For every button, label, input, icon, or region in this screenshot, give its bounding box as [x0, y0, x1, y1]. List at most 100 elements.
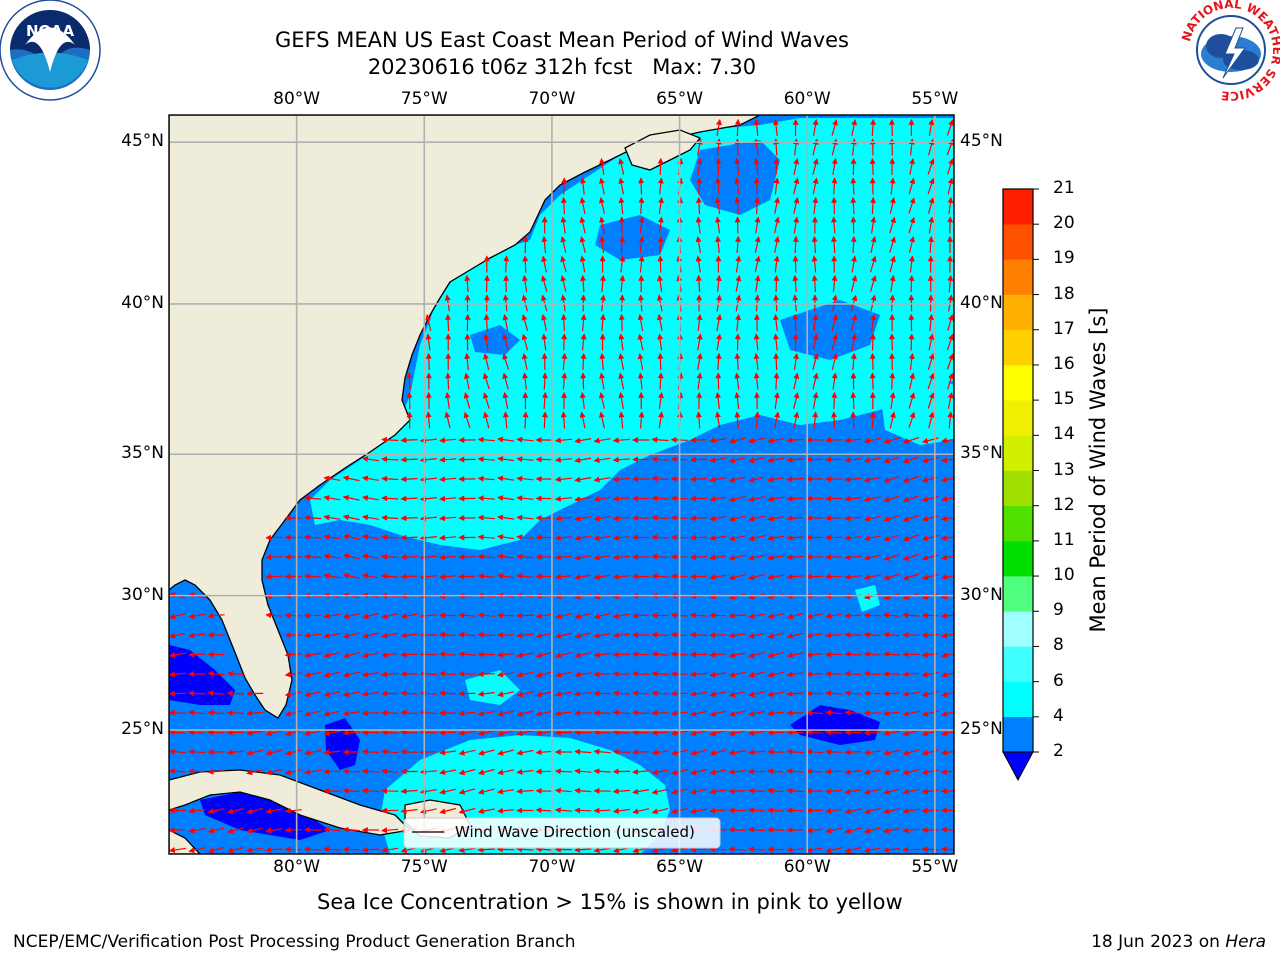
wind-wave-arrow: [342, 671, 360, 678]
wind-wave-arrow: [908, 274, 915, 293]
wind-wave-arrow: [753, 333, 760, 351]
wind-wave-arrow: [574, 632, 592, 639]
wind-wave-arrow: [728, 768, 746, 775]
wind-wave-arrow: [226, 847, 244, 854]
wind-wave-arrow: [574, 671, 592, 678]
wind-wave-arrow: [908, 333, 915, 351]
wind-wave-arrow: [632, 690, 650, 697]
wind-wave-arrow: [458, 730, 476, 736]
colorbar-ticks: [1033, 188, 1039, 753]
wind-wave-arrow: [773, 391, 780, 409]
wind-wave-arrow: [748, 554, 765, 561]
wind-wave-arrow: [444, 411, 451, 429]
wind-wave-arrow: [599, 274, 606, 293]
wind-wave-arrow: [555, 632, 572, 639]
wind-wave-arrow: [458, 847, 476, 853]
wind-wave-arrow: [889, 236, 896, 253]
wind-wave-arrow: [709, 807, 727, 814]
wind-wave-arrow: [902, 495, 920, 503]
wind-wave-arrow: [928, 313, 935, 332]
wind-wave-arrow: [734, 118, 741, 137]
wind-wave-arrow: [921, 534, 939, 542]
wind-wave-arrow: [284, 769, 302, 776]
wind-wave-arrow: [612, 456, 630, 463]
wind-wave-arrow: [381, 456, 399, 463]
wind-wave-arrow: [439, 534, 457, 541]
wind-wave-arrow: [754, 216, 761, 234]
wind-wave-arrow: [400, 495, 418, 502]
wind-wave-arrow: [497, 749, 515, 756]
wind-wave-arrow: [169, 632, 186, 639]
wind-wave-arrow: [709, 632, 727, 639]
wind-wave-arrow: [767, 768, 785, 775]
colorbar-band: [1003, 470, 1033, 506]
wind-wave-arrow: [554, 807, 573, 814]
wind-wave-arrow: [419, 729, 437, 736]
wind-wave-arrow: [361, 495, 379, 501]
wind-wave-arrow: [458, 612, 476, 619]
wind-wave-arrow: [767, 613, 785, 620]
wind-wave-arrow: [728, 749, 746, 756]
wind-wave-arrow: [361, 514, 379, 521]
wind-wave-arrow: [863, 631, 881, 638]
wind-wave-arrow: [304, 730, 322, 737]
colorbar-tick-label: 9: [1053, 600, 1064, 621]
wind-wave-arrow: [323, 475, 341, 482]
wind-wave-arrow: [869, 333, 876, 351]
wind-wave-arrow: [535, 710, 553, 717]
wind-wave-arrow: [863, 651, 881, 658]
wind-wave-arrow: [477, 710, 495, 717]
wind-wave-arrow: [593, 807, 611, 814]
wind-wave-arrow: [941, 730, 954, 737]
lat-label: 45°N: [960, 131, 1003, 152]
wind-wave-arrow: [715, 333, 722, 351]
wind-wave-arrow: [381, 729, 399, 736]
wind-wave-arrow: [580, 372, 587, 390]
wind-wave-arrow: [207, 846, 225, 854]
wind-wave-arrow: [831, 411, 838, 429]
wind-wave-arrow: [908, 255, 915, 273]
wind-wave-arrow: [226, 690, 244, 697]
wind-wave-arrow: [632, 709, 650, 716]
wind-wave-arrow: [574, 652, 592, 659]
wind-wave-arrow: [825, 808, 843, 814]
wind-wave-arrow: [786, 787, 804, 794]
wind-wave-arrow: [812, 372, 819, 390]
wind-wave-arrow: [908, 392, 916, 409]
wind-wave-arrow: [265, 612, 283, 619]
wind-wave-arrow: [695, 196, 702, 215]
wind-wave-arrow: [734, 372, 741, 390]
wind-wave-arrow: [709, 651, 727, 658]
wind-wave-arrow: [909, 236, 916, 253]
wind-wave-arrow: [361, 748, 380, 755]
wind-wave-arrow: [516, 514, 534, 521]
wind-wave-arrow: [927, 235, 934, 254]
wind-wave-arrow: [696, 333, 703, 351]
wind-wave-arrow: [863, 807, 881, 815]
wind-wave-arrow: [831, 333, 838, 351]
wind-wave-arrow: [619, 235, 626, 254]
wind-wave-arrow: [883, 730, 901, 737]
wind-wave-arrow: [651, 436, 669, 443]
wind-wave-arrow: [690, 749, 707, 756]
wind-wave-arrow: [689, 456, 708, 463]
wind-wave-arrow: [637, 372, 644, 390]
wind-wave-arrow: [690, 788, 708, 795]
wind-wave-arrow: [303, 553, 322, 560]
wind-wave-arrow: [638, 255, 645, 273]
wind-wave-arrow: [516, 475, 534, 482]
wind-wave-arrow: [516, 534, 534, 541]
wind-wave-arrow: [889, 197, 896, 214]
wind-wave-arrow: [793, 158, 800, 175]
wind-wave-arrow: [863, 437, 881, 444]
nws-logo: NATIONAL WEATHER SERVICE: [1179, 0, 1280, 103]
colorbar-band: [1003, 259, 1033, 295]
wind-wave-arrow: [786, 495, 804, 502]
wind-wave-arrow: [709, 729, 727, 737]
wind-wave-arrow: [709, 515, 727, 522]
wind-wave-arrow: [246, 827, 264, 834]
wind-wave-arrow: [869, 275, 877, 292]
colorbar-under-triangle: [1002, 751, 1034, 782]
wind-wave-arrow: [748, 671, 765, 678]
wind-wave-arrow: [888, 333, 895, 351]
